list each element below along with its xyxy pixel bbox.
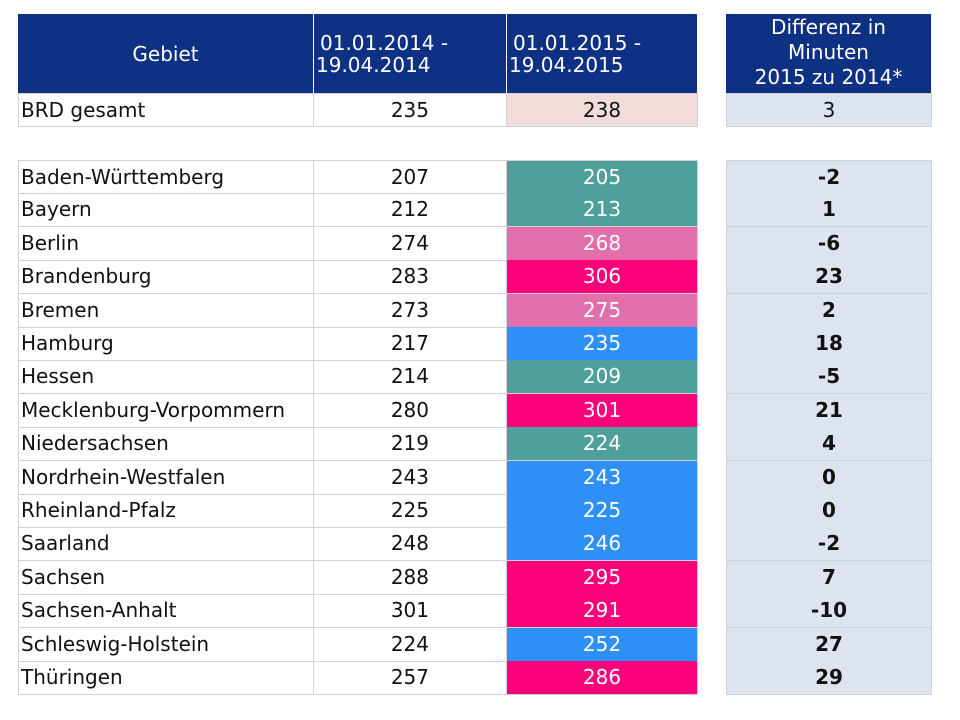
total-value-2015-cell: 238: [507, 93, 698, 127]
value-2015-cell: 235: [507, 327, 698, 361]
state-name-cell: Sachsen-Anhalt: [18, 594, 314, 628]
header-gebiet-label: Gebiet: [132, 41, 199, 66]
value-2014-cell: 225: [314, 494, 507, 528]
difference-cell: 7: [726, 561, 932, 595]
difference-cell: 21: [726, 394, 932, 428]
value-2015-cell: 209: [507, 360, 698, 394]
value-2015-cell: 246: [507, 527, 698, 561]
header-gebiet: Gebiet: [18, 14, 314, 93]
difference-cell: -10: [726, 594, 932, 628]
value-2014-cell: 248: [314, 527, 507, 561]
header-period-2015: 01.01.2015 - 19.04.2015: [507, 14, 698, 93]
state-name-cell: Bremen: [18, 294, 314, 328]
value-2014-cell: 288: [314, 561, 507, 595]
value-2015-cell: 243: [507, 461, 698, 495]
header-period-2014-line-1: 01.01.2014 -: [320, 31, 449, 55]
value-2014-cell: 243: [314, 461, 507, 495]
value-2014-cell: 224: [314, 628, 507, 662]
value-2015-cell: 275: [507, 294, 698, 328]
value-2014-cell: 301: [314, 594, 507, 628]
state-name-cell: Saarland: [18, 527, 314, 561]
value-2014-cell: 207: [314, 160, 507, 194]
state-name-cell: Hessen: [18, 360, 314, 394]
total-difference-cell: 3: [726, 93, 932, 127]
value-2015-cell: 225: [507, 494, 698, 528]
header-difference-line-3: 2015 zu 2014*: [754, 65, 903, 89]
value-2014-cell: 212: [314, 193, 507, 227]
value-2014-cell: 280: [314, 394, 507, 428]
difference-cell: 0: [726, 461, 932, 495]
difference-cell: 2: [726, 294, 932, 328]
value-2014-cell: 214: [314, 360, 507, 394]
state-name-cell: Hamburg: [18, 327, 314, 361]
value-2015-cell: 205: [507, 160, 698, 194]
value-2014-cell: 257: [314, 661, 507, 695]
difference-cell: -6: [726, 227, 932, 261]
total-name-cell: BRD gesamt: [18, 93, 314, 127]
state-name-cell: Brandenburg: [18, 260, 314, 294]
header-period-2014: 01.01.2014 - 19.04.2014: [314, 14, 507, 93]
difference-cell: 27: [726, 628, 932, 662]
value-2014-cell: 217: [314, 327, 507, 361]
state-name-cell: Sachsen: [18, 561, 314, 595]
header-difference: Differenz in Minuten 2015 zu 2014*: [726, 14, 932, 93]
total-value-2014-cell: 235: [314, 93, 507, 127]
state-name-cell: Berlin: [18, 227, 314, 261]
value-2015-cell: 268: [507, 227, 698, 261]
value-2014-cell: 273: [314, 294, 507, 328]
difference-cell: 29: [726, 661, 932, 695]
header-difference-line-2: Minuten: [788, 40, 869, 64]
state-name-cell: Nordrhein-Westfalen: [18, 461, 314, 495]
state-name-cell: Rheinland-Pfalz: [18, 494, 314, 528]
difference-cell: 23: [726, 260, 932, 294]
value-2015-cell: 286: [507, 661, 698, 695]
value-2015-cell: 295: [507, 561, 698, 595]
difference-cell: -5: [726, 360, 932, 394]
state-name-cell: Bayern: [18, 193, 314, 227]
header-period-2015-line-2: 19.04.2015: [509, 53, 624, 77]
value-2015-cell: 252: [507, 628, 698, 662]
value-2014-cell: 283: [314, 260, 507, 294]
difference-cell: 4: [726, 427, 932, 461]
state-name-cell: Mecklenburg-Vorpommern: [18, 394, 314, 428]
difference-cell: 0: [726, 494, 932, 528]
state-name-cell: Thüringen: [18, 661, 314, 695]
value-2015-cell: 213: [507, 193, 698, 227]
state-name-cell: Schleswig-Holstein: [18, 628, 314, 662]
value-2014-cell: 274: [314, 227, 507, 261]
difference-cell: -2: [726, 527, 932, 561]
value-2015-cell: 224: [507, 427, 698, 461]
difference-cell: 18: [726, 327, 932, 361]
difference-cell: -2: [726, 160, 932, 194]
state-name-cell: Baden-Württemberg: [18, 160, 314, 194]
header-period-2015-line-1: 01.01.2015 -: [513, 31, 642, 55]
header-period-2014-line-2: 19.04.2014: [316, 53, 431, 77]
value-2014-cell: 219: [314, 427, 507, 461]
value-2015-cell: 301: [507, 394, 698, 428]
state-name-cell: Niedersachsen: [18, 427, 314, 461]
header-difference-line-1: Differenz in: [771, 15, 886, 39]
value-2015-cell: 306: [507, 260, 698, 294]
difference-cell: 1: [726, 193, 932, 227]
value-2015-cell: 291: [507, 594, 698, 628]
